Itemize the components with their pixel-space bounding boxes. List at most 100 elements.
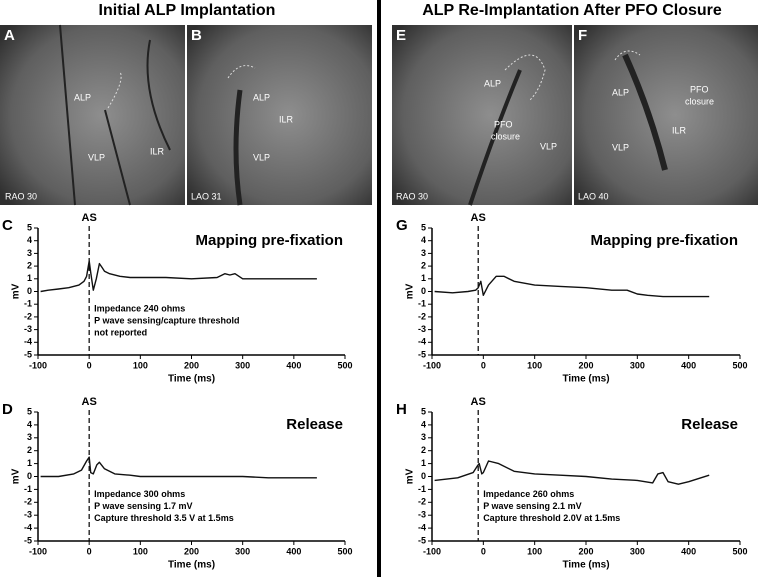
x-axis-label: Time (ms) — [168, 374, 215, 385]
y-tick-label: -3 — [418, 510, 426, 520]
y-tick-label: 3 — [27, 248, 32, 258]
panel-letter: G — [396, 217, 408, 234]
annotation: Impedance 260 ohms — [483, 489, 574, 499]
y-tick-label: 0 — [27, 286, 32, 296]
image-panel: A ALP VLP ILR RAO 30 — [0, 24, 185, 206]
y-axis-label: mV — [405, 283, 416, 299]
annotation: Capture threshold 2.0V at 1.5ms — [483, 513, 620, 523]
image-label: VLP — [88, 152, 105, 162]
annotation: not reported — [94, 328, 147, 338]
annotation: P wave sensing/capture threshold — [94, 316, 239, 326]
y-tick-label: -5 — [418, 535, 426, 545]
y-tick-label: -1 — [418, 299, 426, 309]
annotation: Impedance 240 ohms — [94, 304, 185, 314]
chart-title: Mapping pre-fixation — [591, 232, 739, 249]
y-axis-label: mV — [11, 468, 22, 484]
x-tick-label: -100 — [29, 546, 47, 556]
x-tick-label: 300 — [630, 360, 645, 370]
image-label: ILR — [672, 125, 687, 135]
y-tick-label: 5 — [27, 406, 32, 416]
y-tick-label: -2 — [24, 311, 32, 321]
image-view: LAO 31 — [191, 191, 222, 201]
x-tick-label: 200 — [184, 360, 199, 370]
y-tick-label: -1 — [24, 484, 32, 494]
image-label: closure — [685, 96, 714, 106]
y-tick-label: -2 — [418, 497, 426, 507]
image-label: PFO — [494, 119, 513, 129]
fluoroscopy — [0, 25, 185, 205]
image-panel: E ALP PFO closure VLP RAO 30 — [392, 25, 572, 206]
annotation: Capture threshold 3.5 V at 1.5ms — [94, 513, 234, 523]
y-tick-label: 4 — [421, 235, 426, 245]
y-tick-label: 2 — [421, 445, 426, 455]
y-tick-label: -5 — [24, 535, 32, 545]
y-tick-label: -2 — [24, 497, 32, 507]
trace — [40, 260, 317, 293]
catheter — [59, 24, 171, 206]
annotation: P wave sensing 2.1 mV — [483, 501, 581, 511]
y-tick-label: -1 — [418, 484, 426, 494]
y-tick-label: 0 — [27, 471, 32, 481]
y-tick-label: 2 — [27, 260, 32, 270]
chart-title: Mapping pre-fixation — [196, 232, 344, 249]
catheter — [468, 69, 522, 206]
annotation: Impedance 300 ohms — [94, 489, 185, 499]
y-tick-label: 1 — [27, 458, 32, 468]
x-tick-label: -100 — [423, 546, 441, 556]
y-tick-label: 1 — [421, 458, 426, 468]
y-tick-label: -4 — [418, 337, 426, 347]
image-label: ALP — [612, 87, 629, 97]
x-tick-label: -100 — [29, 360, 47, 370]
y-axis-label: mV — [405, 468, 416, 484]
heading: ALP Re-Implantation After PFO Closure — [422, 2, 722, 19]
image-view: LAO 40 — [578, 191, 609, 201]
x-tick-label: 300 — [235, 546, 250, 556]
event-label: AS — [82, 212, 97, 224]
panel-letter: A — [4, 27, 15, 44]
image-view: RAO 30 — [5, 191, 37, 201]
image-label: ILR — [279, 114, 294, 124]
image-label: VLP — [612, 142, 629, 152]
x-tick-label: 100 — [527, 360, 542, 370]
y-tick-label: 4 — [421, 419, 426, 429]
x-tick-label: 0 — [481, 360, 486, 370]
x-axis-label: Time (ms) — [562, 560, 609, 571]
x-tick-label: 0 — [481, 546, 486, 556]
panel-letter: F — [578, 27, 587, 44]
panel-letter: H — [396, 401, 407, 418]
outline — [504, 54, 546, 101]
y-tick-label: -3 — [24, 510, 32, 520]
y-tick-label: -1 — [24, 299, 32, 309]
panel-letter: E — [396, 27, 406, 44]
x-tick-label: 500 — [732, 360, 747, 370]
y-tick-label: 3 — [421, 432, 426, 442]
chart: D Release 5 4 3 2 1 0 -1 -2 -3 -4 -5-100 0 100 200 300 40… — [2, 396, 353, 571]
y-tick-label: 4 — [27, 419, 32, 429]
heading: Initial ALP Implantation — [99, 2, 276, 19]
chart: H Release 5 4 3 2 1 0 -1 -2 -3 -4 -5-100 0 100 200 300 40… — [396, 396, 748, 571]
y-tick-label: 3 — [27, 432, 32, 442]
x-tick-label: 500 — [337, 546, 352, 556]
image-label: PFO — [690, 84, 709, 94]
x-tick-label: 100 — [527, 546, 542, 556]
x-axis-label: Time (ms) — [562, 374, 609, 385]
y-tick-label: -4 — [418, 522, 426, 532]
chart-title: Release — [286, 416, 343, 433]
y-tick-label: -4 — [24, 522, 32, 532]
x-axis-label: Time (ms) — [168, 560, 215, 571]
x-tick-label: 100 — [133, 546, 148, 556]
panel-letter: C — [2, 217, 13, 234]
image-label: ILR — [150, 146, 165, 156]
image-label: closure — [491, 131, 520, 141]
y-tick-label: -4 — [24, 337, 32, 347]
catheter — [622, 53, 668, 171]
x-tick-label: 300 — [235, 360, 250, 370]
x-tick-label: 100 — [133, 360, 148, 370]
y-tick-label: -3 — [418, 324, 426, 334]
image-label: ALP — [74, 92, 91, 102]
trace — [434, 275, 710, 298]
image-label: VLP — [540, 141, 557, 151]
y-tick-label: 1 — [421, 273, 426, 283]
y-tick-label: 3 — [421, 248, 426, 258]
x-tick-label: 500 — [732, 546, 747, 556]
